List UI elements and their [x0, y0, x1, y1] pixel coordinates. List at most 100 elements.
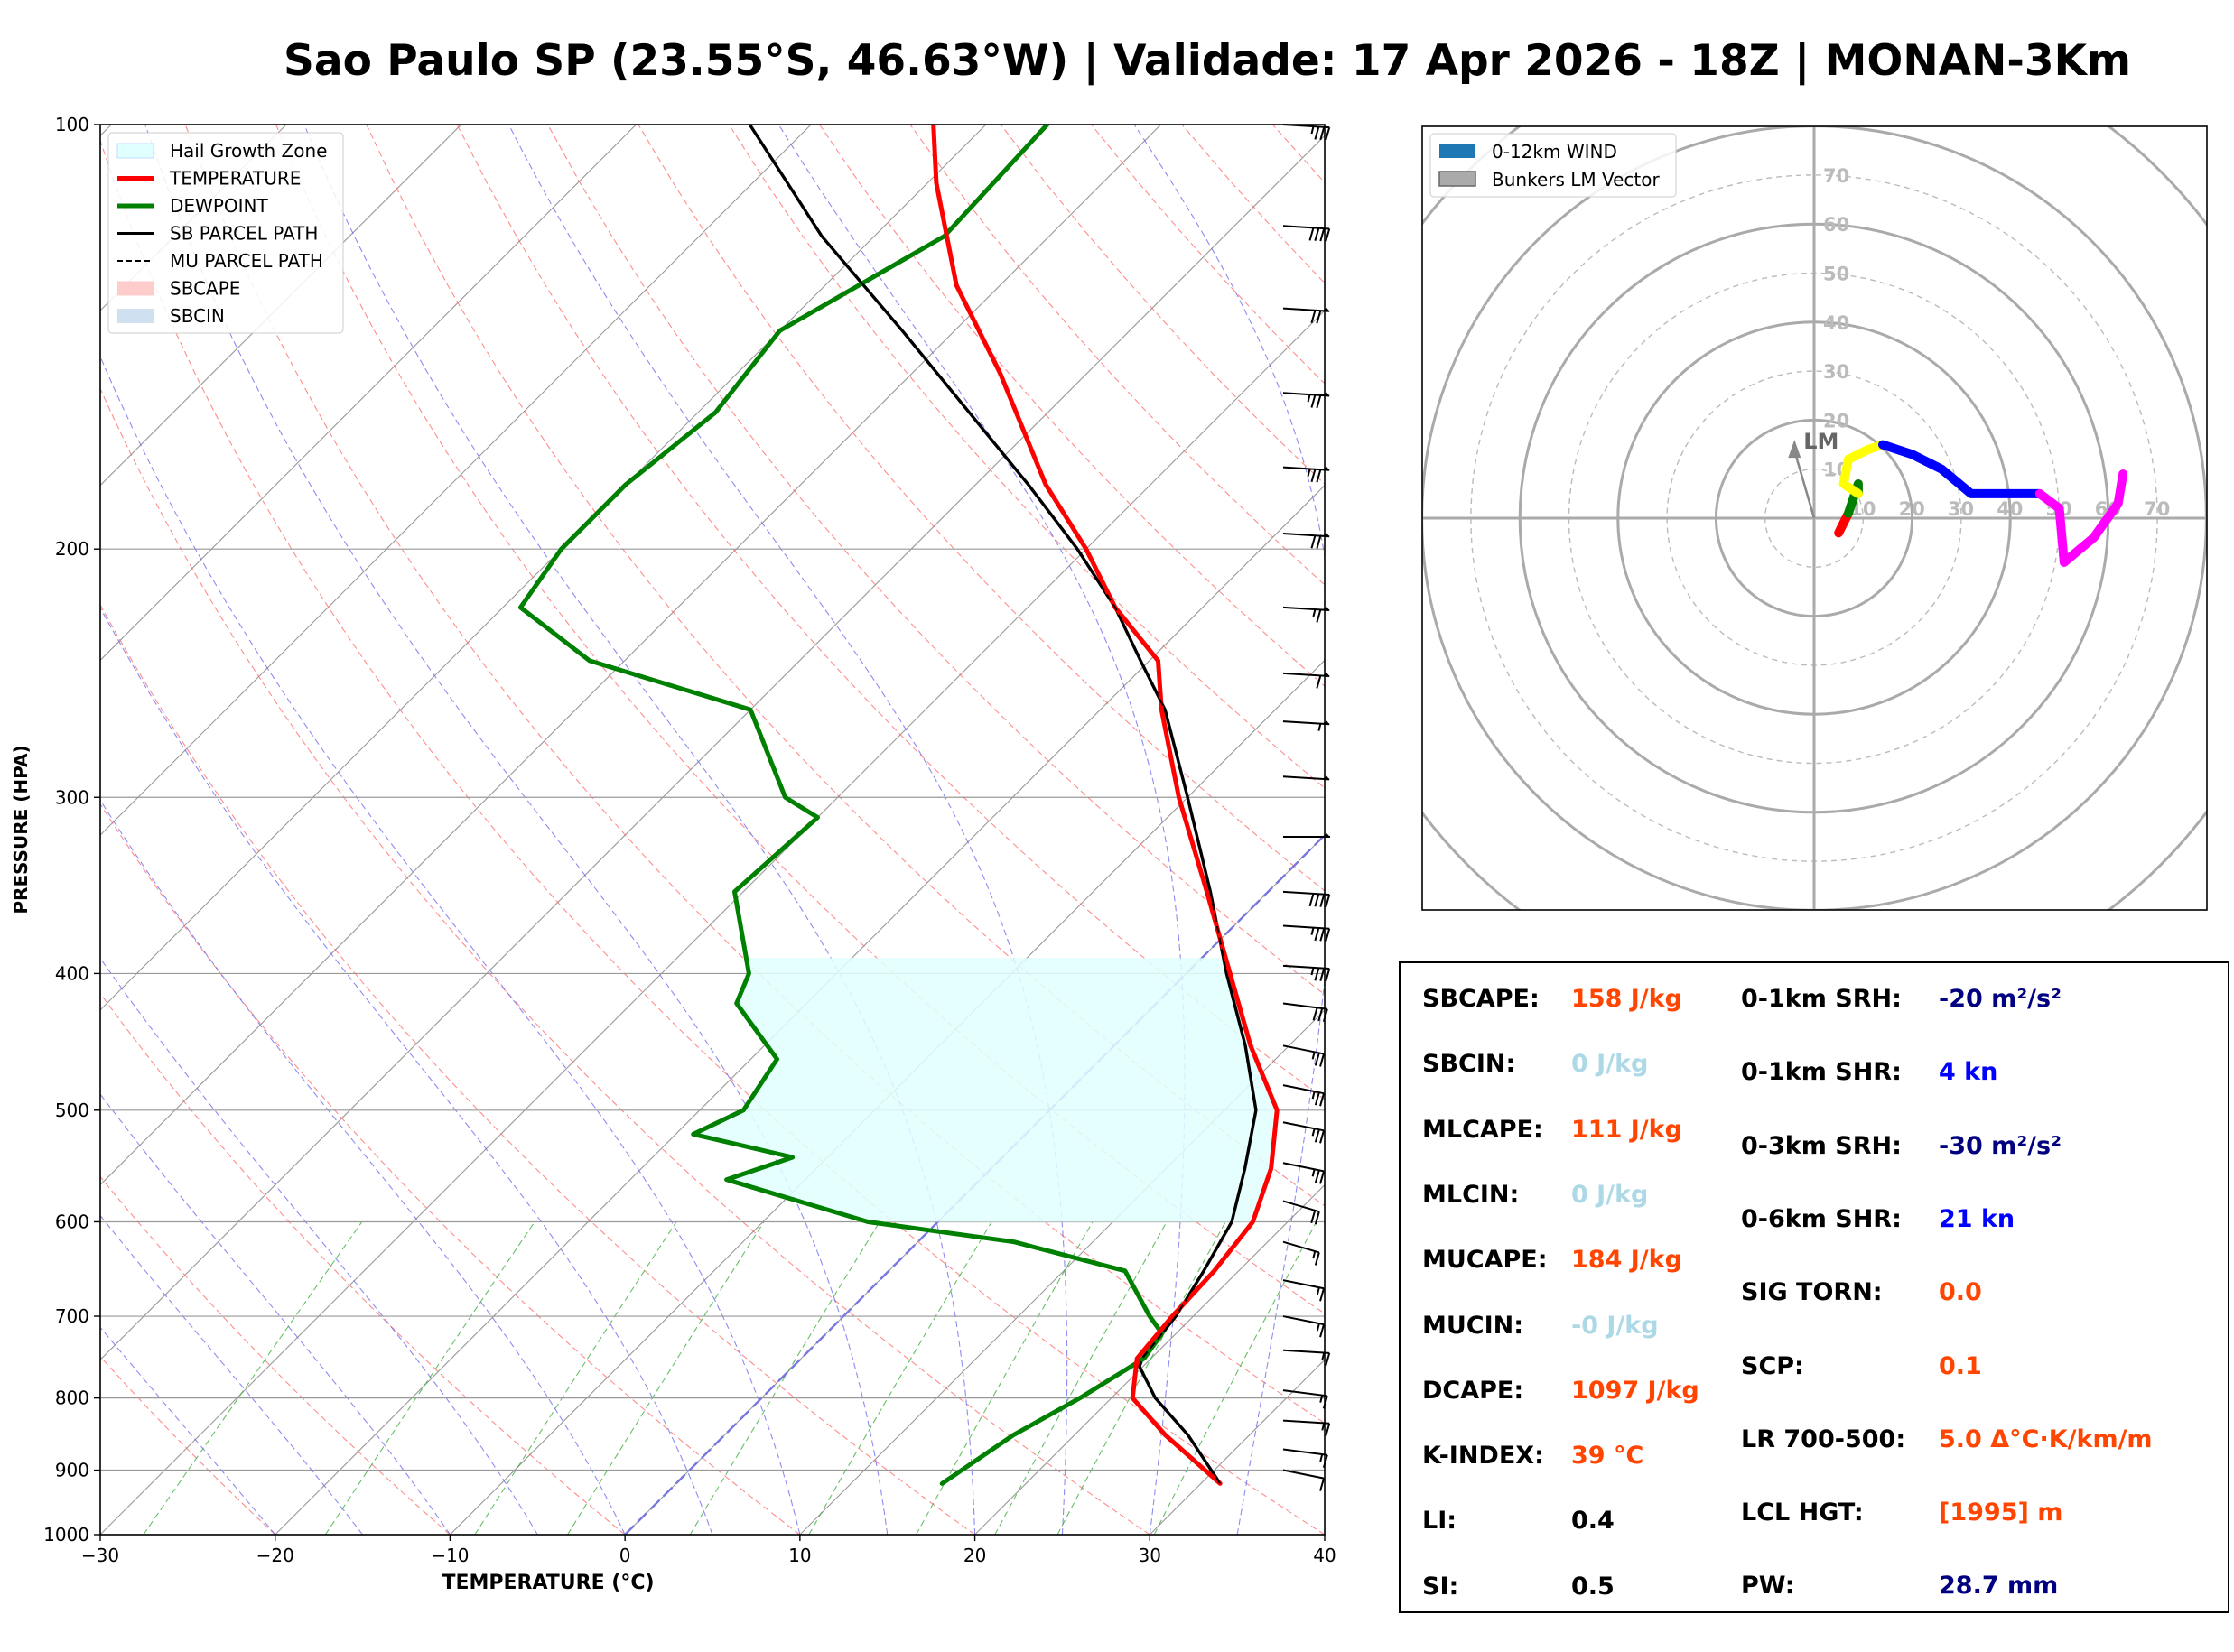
y-tick-label: 900 [55, 1460, 89, 1481]
wind-barb [1282, 225, 1331, 242]
barb-full [1316, 609, 1322, 623]
barb-full [1314, 1252, 1320, 1266]
barb-half [1311, 1052, 1316, 1060]
barb-staff [1282, 1162, 1325, 1173]
index-value: 0.5 [1571, 1572, 1615, 1601]
dry-adiabat [100, 603, 975, 1535]
legend-swatch [117, 309, 154, 323]
index-label: 0-1km SRH: [1741, 985, 1902, 1013]
moist-adiabat [100, 1093, 451, 1535]
zero-isotherm [624, 833, 1325, 1535]
barb-full [1314, 968, 1320, 981]
legend-label: DEWPOINT [170, 195, 268, 217]
barb-full [1319, 1171, 1325, 1184]
legend-swatch [1439, 144, 1475, 158]
hail-growth-zone [693, 958, 1278, 1222]
hodo-ring-label: 20 [1823, 410, 1849, 432]
moist-adiabat [507, 125, 1068, 1535]
wind-barb [1282, 307, 1330, 324]
index-value: 4 kn [1939, 1058, 1998, 1087]
index-value: 21 kn [1939, 1204, 2015, 1233]
wind-barb [1282, 1469, 1325, 1491]
index-value: 0.1 [1939, 1351, 1982, 1380]
isotherm [100, 125, 812, 836]
barb-half [1307, 394, 1311, 403]
barb-full [1310, 310, 1317, 324]
barb-full [1319, 1053, 1325, 1067]
index-label: SIG TORN: [1741, 1278, 1883, 1307]
pressure-ticks: 1000 900 800 700 600 500 400 300 200 100 [43, 114, 100, 1545]
legend-label: Hail Growth Zone [170, 140, 327, 162]
wind-barb [1282, 124, 1331, 141]
y-tick-label: 600 [55, 1211, 89, 1232]
temperature-line [931, 125, 1280, 1486]
barb-half [1311, 1128, 1316, 1137]
barb-full [1314, 1053, 1320, 1066]
dry-adiabat [100, 803, 801, 1535]
zero-isotherm-line [624, 833, 1325, 1535]
moist-adiabat [100, 355, 801, 1535]
barb-full [1322, 1396, 1328, 1409]
index-value: 39 °C [1571, 1442, 1644, 1471]
y-axis-label: PRESSURE (HPA) [10, 745, 32, 914]
profile-series [517, 125, 1280, 1486]
index-label: 0-3km SRH: [1741, 1131, 1902, 1160]
barb-flag [1322, 607, 1330, 611]
dry-adiabat [456, 125, 1325, 1100]
barb-flag [1322, 775, 1330, 780]
legend-box [1429, 133, 1677, 198]
barb-full [1319, 1287, 1325, 1302]
index-label: MUCIN: [1422, 1311, 1524, 1340]
index-value: 184 J/kg [1571, 1246, 1682, 1275]
dewpoint-line [517, 125, 1165, 1486]
barb-staff [1282, 1084, 1325, 1095]
moist-adiabat [100, 1326, 276, 1535]
isobar-lines [100, 125, 1325, 1535]
barb-full [1319, 928, 1326, 942]
barb-staff [1282, 775, 1330, 781]
skewt-legend: Hail Growth Zone TEMPERATURE DEWPOINT SB PA… [107, 132, 344, 334]
moist-adiabat [303, 125, 976, 1535]
wind-barb [1282, 606, 1330, 623]
barb-full [1319, 1092, 1325, 1107]
isotherm [100, 135, 1325, 1361]
lm-vector-head [1788, 440, 1801, 459]
barb-staff [1282, 1240, 1320, 1254]
chart-title: Sao Paulo SP (23.55°S, 46.63°W) | Valida… [284, 36, 2131, 86]
barb-staff [1282, 1448, 1327, 1456]
legend-label: 0-12km WIND [1492, 141, 1617, 162]
hodo-ring-label: 20 [1899, 498, 1925, 520]
hodo-segment-6-9km [1878, 440, 2044, 498]
barb-full [1325, 928, 1331, 942]
barb-staff [1282, 225, 1330, 230]
barb-full [1325, 1423, 1331, 1437]
isotherm [100, 125, 1161, 1186]
index-label: DCAPE: [1422, 1376, 1524, 1405]
barb-full [1319, 1478, 1325, 1491]
barb-full [1319, 894, 1326, 907]
index-value: 5.0 Δ°C·K/km/m [1939, 1425, 2153, 1453]
wind-barb [1282, 533, 1330, 549]
wind-barb [1282, 1084, 1325, 1107]
barb-full [1325, 126, 1331, 141]
barb-staff [1282, 924, 1330, 930]
y-tick-label: 1000 [43, 1524, 89, 1545]
mu-parcel-path [749, 125, 1257, 1484]
y-tick-label: 500 [55, 1100, 89, 1121]
hodo-ring-label: 60 [1823, 214, 1849, 236]
mixing-ratio-line [567, 1221, 765, 1535]
wind-barb [1282, 392, 1330, 409]
barb-staff [1282, 964, 1330, 970]
barb-staff [1282, 392, 1330, 397]
moist-adiabat [100, 799, 626, 1535]
dry-adiabat [728, 125, 1325, 789]
wind-barb [1282, 1240, 1320, 1266]
mixing-ratio-line [994, 1221, 1168, 1535]
wind-barb [1282, 1448, 1328, 1469]
barb-staff [1282, 890, 1330, 896]
barb-full [1325, 228, 1331, 242]
barb-full [1314, 1170, 1320, 1183]
hodo-segment-9-12km [2034, 469, 2128, 567]
